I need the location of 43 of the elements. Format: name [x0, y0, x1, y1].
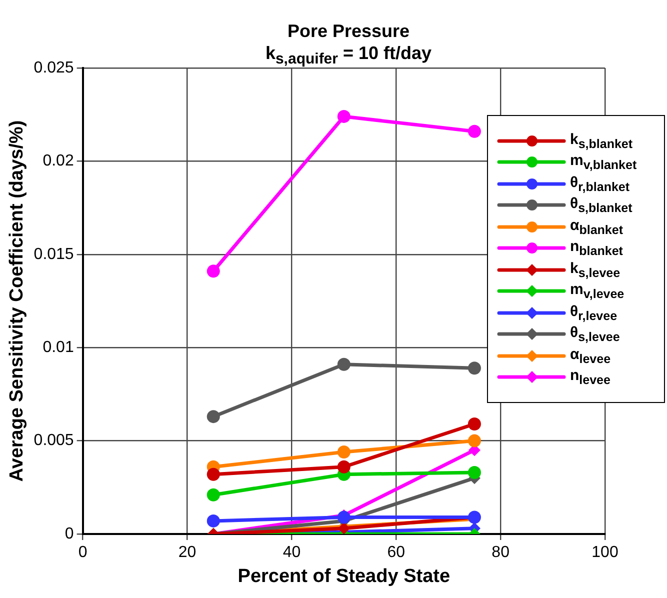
y-tick-label: 0	[64, 525, 74, 542]
point	[337, 510, 350, 524]
x-tick-label: 80	[492, 544, 510, 562]
point	[468, 124, 481, 138]
legend-label: n$_{blanket}$	[570, 238, 623, 258]
legend-label: θ$_{s,blanket}$	[570, 195, 632, 216]
legend-label: α$_{levee}$	[570, 346, 611, 366]
point	[337, 460, 350, 474]
y-tick-label: 0.01	[42, 339, 74, 356]
point	[468, 466, 481, 479]
point	[206, 514, 220, 528]
x-axis-title: Percent of Steady State	[238, 566, 450, 587]
y-tick-label: 0.025	[34, 59, 74, 76]
point	[468, 434, 481, 448]
y-axis-title: Average Sensitivity Coefficient (days/%)	[6, 120, 28, 482]
y-tick-label: 0.015	[34, 246, 74, 263]
y-tick-label: 0.005	[34, 432, 74, 450]
x-tick-label: 20	[178, 544, 196, 562]
legend-label: m$_{v,blanket}$	[570, 152, 637, 172]
legend-label: θ$_{s,levee}$	[570, 324, 620, 344]
point	[337, 110, 350, 123]
x-tick-label: 0	[78, 544, 88, 562]
y-tick-label: 0.02	[42, 152, 74, 170]
legend-label: θ$_{r,levee}$	[570, 302, 618, 323]
chart-title: Pore Pressure	[286, 20, 411, 42]
point	[337, 445, 350, 458]
point	[206, 468, 220, 481]
legend-label: n$_{levee}$	[570, 367, 610, 388]
chart-subtitle: k$_{s,aquifer}$ = 10 ft/day	[264, 42, 433, 70]
legend-label: α$_{blanket}$	[570, 216, 623, 237]
legend-label: m$_{v,levee}$	[570, 281, 624, 302]
point	[206, 488, 220, 502]
point	[337, 358, 350, 371]
point	[206, 264, 220, 278]
legend-label: k$_{s,blanket}$	[570, 130, 633, 151]
legend-label: k$_{s,levee}$	[570, 260, 620, 280]
point	[468, 362, 481, 375]
point	[206, 410, 220, 424]
point	[468, 418, 481, 431]
x-tick-label: 100	[592, 544, 618, 562]
legend-label: θ$_{r,blanket}$	[570, 174, 630, 194]
x-tick-label: 40	[282, 544, 301, 562]
x-tick-label: 60	[387, 544, 406, 562]
